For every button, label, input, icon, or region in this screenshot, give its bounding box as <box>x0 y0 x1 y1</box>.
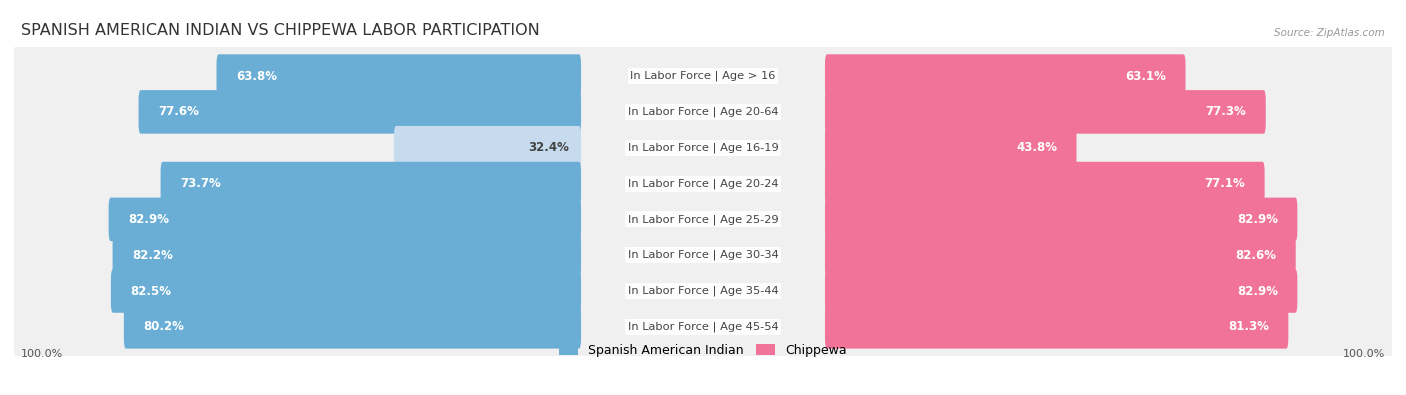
Text: In Labor Force | Age 16-19: In Labor Force | Age 16-19 <box>627 143 779 153</box>
FancyBboxPatch shape <box>14 46 1392 106</box>
FancyBboxPatch shape <box>14 297 1392 357</box>
Text: In Labor Force | Age 20-24: In Labor Force | Age 20-24 <box>627 178 779 189</box>
Text: 63.1%: 63.1% <box>1125 70 1166 83</box>
Text: 77.3%: 77.3% <box>1206 105 1247 118</box>
FancyBboxPatch shape <box>111 269 581 313</box>
Text: 82.9%: 82.9% <box>1237 284 1278 297</box>
FancyBboxPatch shape <box>14 117 1392 178</box>
Text: In Labor Force | Age 25-29: In Labor Force | Age 25-29 <box>627 214 779 225</box>
FancyBboxPatch shape <box>160 162 581 205</box>
Text: 63.8%: 63.8% <box>236 70 277 83</box>
FancyBboxPatch shape <box>394 126 581 169</box>
FancyBboxPatch shape <box>825 126 1077 169</box>
Text: 77.6%: 77.6% <box>157 105 198 118</box>
Text: SPANISH AMERICAN INDIAN VS CHIPPEWA LABOR PARTICIPATION: SPANISH AMERICAN INDIAN VS CHIPPEWA LABO… <box>21 23 540 38</box>
FancyBboxPatch shape <box>124 305 581 349</box>
Text: 43.8%: 43.8% <box>1017 141 1057 154</box>
Text: In Labor Force | Age 35-44: In Labor Force | Age 35-44 <box>627 286 779 296</box>
Text: In Labor Force | Age 20-64: In Labor Force | Age 20-64 <box>627 107 779 117</box>
Text: 82.5%: 82.5% <box>131 284 172 297</box>
FancyBboxPatch shape <box>217 54 581 98</box>
Text: In Labor Force | Age > 16: In Labor Force | Age > 16 <box>630 71 776 81</box>
FancyBboxPatch shape <box>825 233 1296 277</box>
FancyBboxPatch shape <box>14 225 1392 286</box>
FancyBboxPatch shape <box>825 54 1185 98</box>
Text: 77.1%: 77.1% <box>1205 177 1246 190</box>
FancyBboxPatch shape <box>14 261 1392 322</box>
FancyBboxPatch shape <box>108 198 581 241</box>
Text: 100.0%: 100.0% <box>21 349 63 359</box>
Text: 73.7%: 73.7% <box>180 177 221 190</box>
FancyBboxPatch shape <box>139 90 581 134</box>
Text: 82.9%: 82.9% <box>128 213 169 226</box>
Text: 100.0%: 100.0% <box>1343 349 1385 359</box>
Text: 81.3%: 81.3% <box>1229 320 1270 333</box>
FancyBboxPatch shape <box>825 305 1288 349</box>
Text: In Labor Force | Age 30-34: In Labor Force | Age 30-34 <box>627 250 779 260</box>
Text: 32.4%: 32.4% <box>527 141 568 154</box>
Text: Source: ZipAtlas.com: Source: ZipAtlas.com <box>1274 28 1385 38</box>
FancyBboxPatch shape <box>825 269 1298 313</box>
FancyBboxPatch shape <box>14 81 1392 142</box>
FancyBboxPatch shape <box>14 189 1392 250</box>
Text: In Labor Force | Age 45-54: In Labor Force | Age 45-54 <box>627 322 779 332</box>
Text: 82.9%: 82.9% <box>1237 213 1278 226</box>
FancyBboxPatch shape <box>825 162 1264 205</box>
FancyBboxPatch shape <box>825 90 1265 134</box>
FancyBboxPatch shape <box>825 198 1298 241</box>
Legend: Spanish American Indian, Chippewa: Spanish American Indian, Chippewa <box>554 339 852 361</box>
FancyBboxPatch shape <box>14 153 1392 214</box>
Text: 80.2%: 80.2% <box>143 320 184 333</box>
Text: 82.2%: 82.2% <box>132 249 173 262</box>
FancyBboxPatch shape <box>112 233 581 277</box>
Text: 82.6%: 82.6% <box>1236 249 1277 262</box>
